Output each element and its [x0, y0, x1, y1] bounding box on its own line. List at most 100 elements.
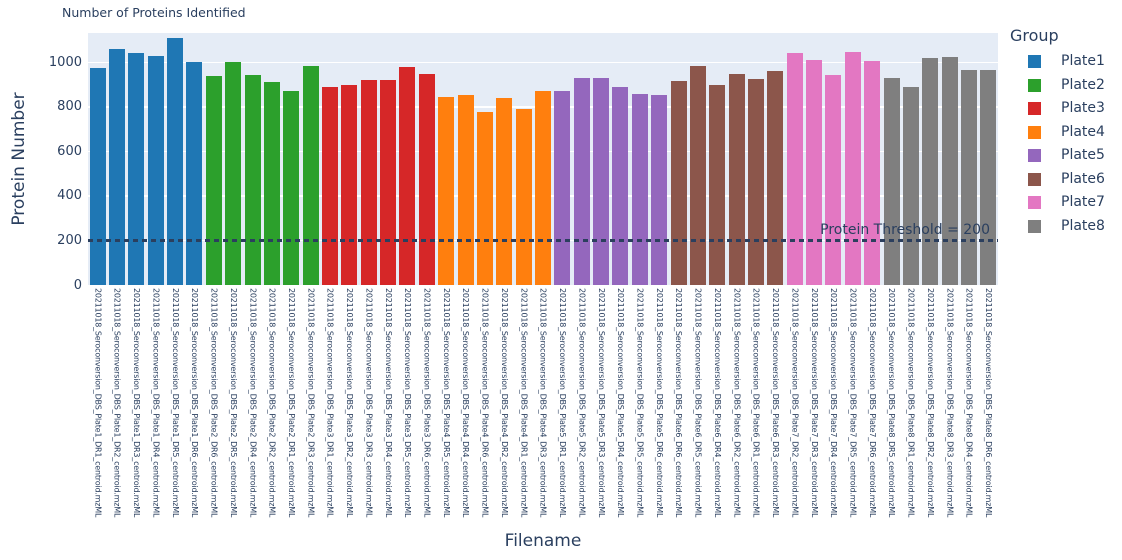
- bar-plate4-dr4[interactable]: [457, 94, 474, 285]
- gridline: [88, 61, 998, 64]
- bar-plate8-dr6[interactable]: [980, 70, 997, 285]
- legend-item-plate7[interactable]: Plate7: [1010, 194, 1105, 210]
- x-tick-label: 20211018_Seroconversion_DBS_Plate6_DR3_c…: [771, 288, 781, 518]
- x-tick-label: 20211018_Seroconversion_DBS_Plate6_DR5_c…: [693, 288, 703, 518]
- bar-plate7-dr4[interactable]: [825, 74, 842, 285]
- bar-plate3-dr5[interactable]: [399, 66, 416, 285]
- x-tick-label: 20211018_Seroconversion_DBS_Plate1_DR5_c…: [170, 288, 180, 518]
- bar-plate4-dr1[interactable]: [515, 109, 532, 285]
- x-tick-label: 20211018_Seroconversion_DBS_Plate5_DR3_c…: [596, 288, 606, 518]
- legend-item-plate1[interactable]: Plate1: [1010, 54, 1105, 68]
- x-tick-label: 20211018_Seroconversion_DBS_Plate1_DR1_c…: [93, 288, 103, 518]
- legend-swatch: [1028, 78, 1041, 92]
- bar-plate3-dr4[interactable]: [380, 80, 397, 285]
- bar-plate2-dr4[interactable]: [244, 74, 261, 285]
- x-tick-label: 20211018_Seroconversion_DBS_Plate4_DR4_c…: [461, 288, 471, 518]
- bar-plate7-dr5[interactable]: [844, 52, 861, 285]
- x-tick-label: 20211018_Seroconversion_DBS_Plate4_DR3_c…: [538, 288, 548, 518]
- bar-plate4-dr3[interactable]: [535, 91, 551, 285]
- bar-plate5-dr4[interactable]: [612, 86, 629, 285]
- bar-plate2-dr3[interactable]: [302, 65, 319, 285]
- x-tick-label: 20211018_Seroconversion_DBS_Plate4_DR5_c…: [441, 288, 451, 518]
- x-tick-label: 20211018_Seroconversion_DBS_Plate8_DR3_c…: [945, 288, 955, 518]
- x-tick-label: 20211018_Seroconversion_DBS_Plate3_DR2_c…: [345, 288, 355, 518]
- y-tick-label: 400: [57, 188, 82, 204]
- x-tick-label: 20211018_Seroconversion_DBS_Plate5_DR6_c…: [654, 288, 664, 518]
- bar-plate1-dr4[interactable]: [147, 55, 164, 285]
- bar-plate4-dr5[interactable]: [438, 96, 455, 285]
- legend-swatch: [1028, 172, 1041, 186]
- bar-plate8-dr2[interactable]: [922, 57, 939, 285]
- x-tick-label: 20211018_Seroconversion_DBS_Plate8_DR2_c…: [925, 288, 935, 518]
- legend-swatch: [1028, 102, 1041, 115]
- legend-swatch: [1028, 219, 1041, 233]
- bar-plate5-dr1[interactable]: [554, 91, 571, 285]
- x-tick-label: 20211018_Seroconversion_DBS_Plate8_DR1_c…: [906, 288, 916, 518]
- bar-plate6-dr2[interactable]: [728, 73, 745, 285]
- bar-plate6-dr5[interactable]: [689, 65, 706, 285]
- legend-item-plate5[interactable]: Plate5: [1010, 148, 1105, 162]
- bar-plate6-dr1[interactable]: [747, 79, 764, 285]
- bar-plate6-dr4[interactable]: [709, 84, 726, 285]
- x-tick-label: 20211018_Seroconversion_DBS_Plate7_DR2_c…: [790, 288, 800, 518]
- bar-plate3-dr2[interactable]: [341, 84, 358, 285]
- bar-plate3-dr6[interactable]: [418, 73, 435, 285]
- x-tick-label: 20211018_Seroconversion_DBS_Plate2_DR2_c…: [267, 288, 277, 518]
- bar-plate6-dr6[interactable]: [670, 81, 687, 285]
- y-tick-label: 800: [57, 99, 82, 115]
- legend-swatch: [1028, 149, 1041, 162]
- bar-plate5-dr2[interactable]: [573, 77, 590, 285]
- legend-item-label: Plate7: [1061, 194, 1105, 210]
- y-tick-label: 0: [73, 277, 82, 293]
- bar-plate1-dr1[interactable]: [89, 67, 106, 285]
- bar-plate2-dr2[interactable]: [263, 82, 280, 285]
- x-tick-label: 20211018_Seroconversion_DBS_Plate4_DR1_c…: [519, 288, 529, 518]
- bar-plate1-dr2[interactable]: [109, 49, 126, 285]
- legend-item-plate3[interactable]: Plate3: [1010, 100, 1105, 116]
- bar-plate4-dr2[interactable]: [496, 98, 513, 285]
- legend-item-plate4[interactable]: Plate4: [1010, 123, 1105, 140]
- legend-item-label: Plate4: [1061, 123, 1105, 140]
- y-tick-label: 1000: [48, 54, 82, 70]
- x-tick-label: 20211018_Seroconversion_DBS_Plate6_DR6_c…: [674, 288, 684, 518]
- bar-plate8-dr4[interactable]: [960, 70, 977, 285]
- x-tick-label: 20211018_Seroconversion_DBS_Plate8_DR5_c…: [887, 288, 897, 518]
- plot-area[interactable]: Protein Threshold = 200: [88, 33, 998, 285]
- x-tick-label: 20211018_Seroconversion_DBS_Plate7_DR3_c…: [809, 288, 819, 518]
- legend-title: Group: [1010, 26, 1059, 45]
- bar-plate6-dr3[interactable]: [767, 71, 784, 285]
- bar-plate5-dr5[interactable]: [631, 93, 648, 285]
- bar-plate7-dr6[interactable]: [864, 61, 881, 285]
- y-tick-label: 600: [57, 143, 82, 159]
- bar-plate3-dr3[interactable]: [360, 80, 377, 285]
- bar-plate7-dr2[interactable]: [786, 53, 803, 285]
- x-tick-label: 20211018_Seroconversion_DBS_Plate2_DR1_c…: [286, 288, 296, 518]
- x-tick-label: 20211018_Seroconversion_DBS_Plate2_DR3_c…: [306, 288, 316, 518]
- x-tick-label: 20211018_Seroconversion_DBS_Plate3_DR6_c…: [422, 288, 432, 518]
- legend-item-plate2[interactable]: Plate2: [1010, 78, 1105, 92]
- legend-item-plate6[interactable]: Plate6: [1010, 172, 1105, 186]
- threshold-label: Protein Threshold = 200: [820, 222, 990, 239]
- bar-plate8-dr1[interactable]: [902, 86, 919, 285]
- bar-plate1-dr5[interactable]: [167, 37, 184, 285]
- bar-plate3-dr1[interactable]: [322, 86, 339, 285]
- bar-plate5-dr6[interactable]: [651, 94, 668, 285]
- x-tick-label: 20211018_Seroconversion_DBS_Plate1_DR3_c…: [132, 288, 142, 518]
- bar-plate2-dr5[interactable]: [225, 62, 242, 285]
- bar-plate8-dr5[interactable]: [883, 77, 900, 285]
- x-tick-label: 20211018_Seroconversion_DBS_Plate5_DR4_c…: [616, 288, 626, 518]
- legend-swatch: [1028, 55, 1041, 68]
- bar-plate2-dr6[interactable]: [205, 75, 222, 285]
- bar-plate7-dr3[interactable]: [806, 60, 823, 285]
- x-tick-label: 20211018_Seroconversion_DBS_Plate3_DR4_c…: [383, 288, 393, 518]
- bar-plate5-dr3[interactable]: [593, 77, 610, 285]
- legend-item-plate8[interactable]: Plate8: [1010, 219, 1105, 233]
- bar-plate1-dr6[interactable]: [186, 62, 203, 285]
- bar-plate1-dr3[interactable]: [128, 53, 145, 285]
- bar-plate4-dr6[interactable]: [476, 112, 493, 285]
- legend-item-label: Plate3: [1061, 100, 1105, 116]
- bar-plate2-dr1[interactable]: [283, 91, 300, 285]
- bar-plate8-dr3[interactable]: [941, 56, 958, 285]
- x-tick-label: 20211018_Seroconversion_DBS_Plate7_DR6_c…: [867, 288, 877, 518]
